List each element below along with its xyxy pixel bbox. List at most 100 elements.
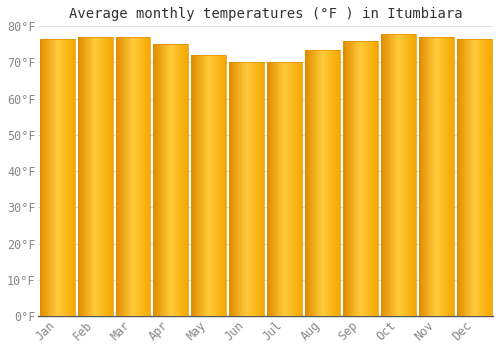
Bar bbox=[393, 34, 394, 316]
Bar bbox=[352, 41, 354, 316]
Bar bbox=[65, 39, 66, 316]
Bar bbox=[111, 37, 112, 316]
Bar bbox=[470, 39, 472, 316]
Bar bbox=[348, 41, 349, 316]
Bar bbox=[195, 55, 196, 316]
Bar bbox=[157, 44, 158, 316]
Bar bbox=[445, 37, 446, 316]
Bar bbox=[404, 34, 406, 316]
Bar bbox=[87, 37, 88, 316]
Bar bbox=[289, 63, 290, 316]
Bar bbox=[44, 39, 45, 316]
Bar bbox=[425, 37, 426, 316]
Bar bbox=[212, 55, 213, 316]
Bar bbox=[118, 37, 119, 316]
Bar bbox=[408, 34, 409, 316]
Bar bbox=[338, 50, 339, 316]
Bar bbox=[124, 37, 125, 316]
Bar bbox=[430, 37, 431, 316]
Bar bbox=[296, 63, 297, 316]
Bar bbox=[139, 37, 140, 316]
Bar bbox=[354, 41, 355, 316]
Bar bbox=[486, 39, 487, 316]
Bar bbox=[412, 34, 413, 316]
Bar bbox=[177, 44, 178, 316]
Bar bbox=[364, 41, 365, 316]
Bar bbox=[310, 50, 311, 316]
Bar bbox=[82, 37, 83, 316]
Bar bbox=[89, 37, 90, 316]
Bar bbox=[166, 44, 168, 316]
Bar bbox=[120, 37, 121, 316]
Bar bbox=[125, 37, 126, 316]
Bar bbox=[84, 37, 86, 316]
Bar bbox=[133, 37, 134, 316]
Bar bbox=[440, 37, 442, 316]
Bar bbox=[83, 37, 84, 316]
Bar bbox=[240, 63, 242, 316]
Bar bbox=[489, 39, 490, 316]
Bar bbox=[297, 63, 298, 316]
Bar bbox=[194, 55, 195, 316]
Bar bbox=[419, 37, 454, 316]
Bar bbox=[283, 63, 284, 316]
Bar bbox=[392, 34, 393, 316]
Bar bbox=[70, 39, 71, 316]
Bar bbox=[131, 37, 132, 316]
Bar bbox=[272, 63, 274, 316]
Bar bbox=[382, 34, 384, 316]
Bar bbox=[474, 39, 475, 316]
Bar bbox=[387, 34, 388, 316]
Bar bbox=[221, 55, 222, 316]
Bar bbox=[54, 39, 56, 316]
Bar bbox=[268, 63, 269, 316]
Bar bbox=[366, 41, 368, 316]
Bar bbox=[209, 55, 210, 316]
Bar bbox=[330, 50, 331, 316]
Bar bbox=[175, 44, 176, 316]
Bar bbox=[243, 63, 244, 316]
Bar bbox=[92, 37, 94, 316]
Bar bbox=[374, 41, 375, 316]
Bar bbox=[344, 41, 346, 316]
Bar bbox=[432, 37, 434, 316]
Bar bbox=[431, 37, 432, 316]
Bar bbox=[381, 34, 382, 316]
Bar bbox=[213, 55, 214, 316]
Bar bbox=[481, 39, 482, 316]
Bar bbox=[381, 34, 416, 316]
Bar bbox=[294, 63, 295, 316]
Bar bbox=[262, 63, 264, 316]
Bar bbox=[488, 39, 489, 316]
Bar bbox=[236, 63, 237, 316]
Bar bbox=[415, 34, 416, 316]
Bar bbox=[406, 34, 407, 316]
Bar bbox=[155, 44, 156, 316]
Bar bbox=[420, 37, 422, 316]
Bar bbox=[295, 63, 296, 316]
Bar bbox=[365, 41, 366, 316]
Bar bbox=[193, 55, 194, 316]
Bar bbox=[308, 50, 310, 316]
Bar bbox=[376, 41, 377, 316]
Bar bbox=[86, 37, 87, 316]
Bar bbox=[384, 34, 385, 316]
Bar bbox=[78, 37, 80, 316]
Bar bbox=[453, 37, 454, 316]
Bar bbox=[370, 41, 371, 316]
Bar bbox=[436, 37, 437, 316]
Bar bbox=[182, 44, 183, 316]
Bar bbox=[410, 34, 412, 316]
Bar bbox=[53, 39, 54, 316]
Bar bbox=[350, 41, 351, 316]
Bar bbox=[468, 39, 469, 316]
Bar bbox=[280, 63, 281, 316]
Bar bbox=[238, 63, 239, 316]
Bar bbox=[395, 34, 396, 316]
Bar bbox=[110, 37, 111, 316]
Bar bbox=[40, 39, 74, 316]
Bar bbox=[171, 44, 172, 316]
Bar bbox=[103, 37, 104, 316]
Bar bbox=[480, 39, 481, 316]
Bar bbox=[363, 41, 364, 316]
